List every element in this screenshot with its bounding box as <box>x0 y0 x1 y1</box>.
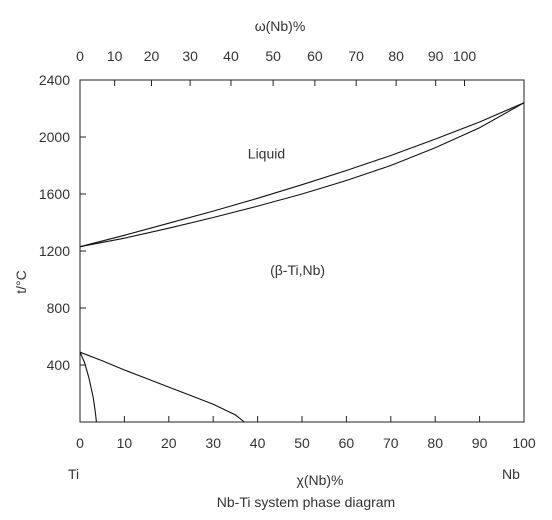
top-tick-label: 20 <box>144 48 160 64</box>
lower-boundary-curve <box>79 351 245 423</box>
x-axis-label: χ(Nb)% <box>296 472 343 488</box>
x-tick-label: 60 <box>339 435 355 451</box>
top-tick-label: 90 <box>428 48 444 64</box>
x-tick-label: 20 <box>161 435 177 451</box>
y-axis-label: t/°C <box>13 270 29 294</box>
y-tick-label: 1600 <box>39 186 70 202</box>
ti-side-boundary-curve <box>79 351 97 423</box>
solidus-line <box>79 102 525 248</box>
x-tick-label: 100 <box>512 435 536 451</box>
top-tick-label: 50 <box>265 48 281 64</box>
phase-boundary-curves <box>79 102 525 423</box>
top-tick-label: 40 <box>223 48 239 64</box>
y-tick-label: 400 <box>47 357 71 373</box>
axis-tick-labels: 0 10 20 30 40 50 60 70 80 90 100 0 10 20 30 40 50 60 70 80 9… <box>39 48 536 451</box>
top-tick-label: 60 <box>307 48 323 64</box>
top-tick-label: 30 <box>182 48 198 64</box>
liquidus-line <box>79 102 525 248</box>
top-tick-label: 10 <box>107 48 123 64</box>
top-tick-label: 0 <box>76 48 84 64</box>
x-tick-label: 40 <box>250 435 266 451</box>
y-tick-label: 2000 <box>39 129 70 145</box>
y-tick-label: 2400 <box>39 72 70 88</box>
top-axis-label: ω(Nb)% <box>255 18 306 34</box>
region-label-beta-ti-nb: (β-Ti,Nb) <box>270 262 325 278</box>
x-tick-label: 80 <box>427 435 443 451</box>
region-label-liquid: Liquid <box>248 145 285 161</box>
axis-ticks <box>79 79 525 422</box>
top-tick-label: 70 <box>348 48 364 64</box>
right-endpoint-label: Nb <box>502 466 520 482</box>
left-endpoint-label: Ti <box>68 466 79 482</box>
x-tick-label: 50 <box>294 435 310 451</box>
y-tick-label: 800 <box>47 300 71 316</box>
x-tick-label: 30 <box>205 435 221 451</box>
x-tick-label: 10 <box>117 435 133 451</box>
top-tick-label: 80 <box>388 48 404 64</box>
plot-frame <box>79 79 525 423</box>
x-tick-label: 90 <box>472 435 488 451</box>
top-tick-label: 100 <box>453 48 477 64</box>
y-tick-label: 1200 <box>39 243 70 259</box>
chart-title: Nb-Ti system phase diagram <box>217 494 395 510</box>
x-tick-label: 0 <box>76 435 84 451</box>
x-tick-label: 70 <box>383 435 399 451</box>
